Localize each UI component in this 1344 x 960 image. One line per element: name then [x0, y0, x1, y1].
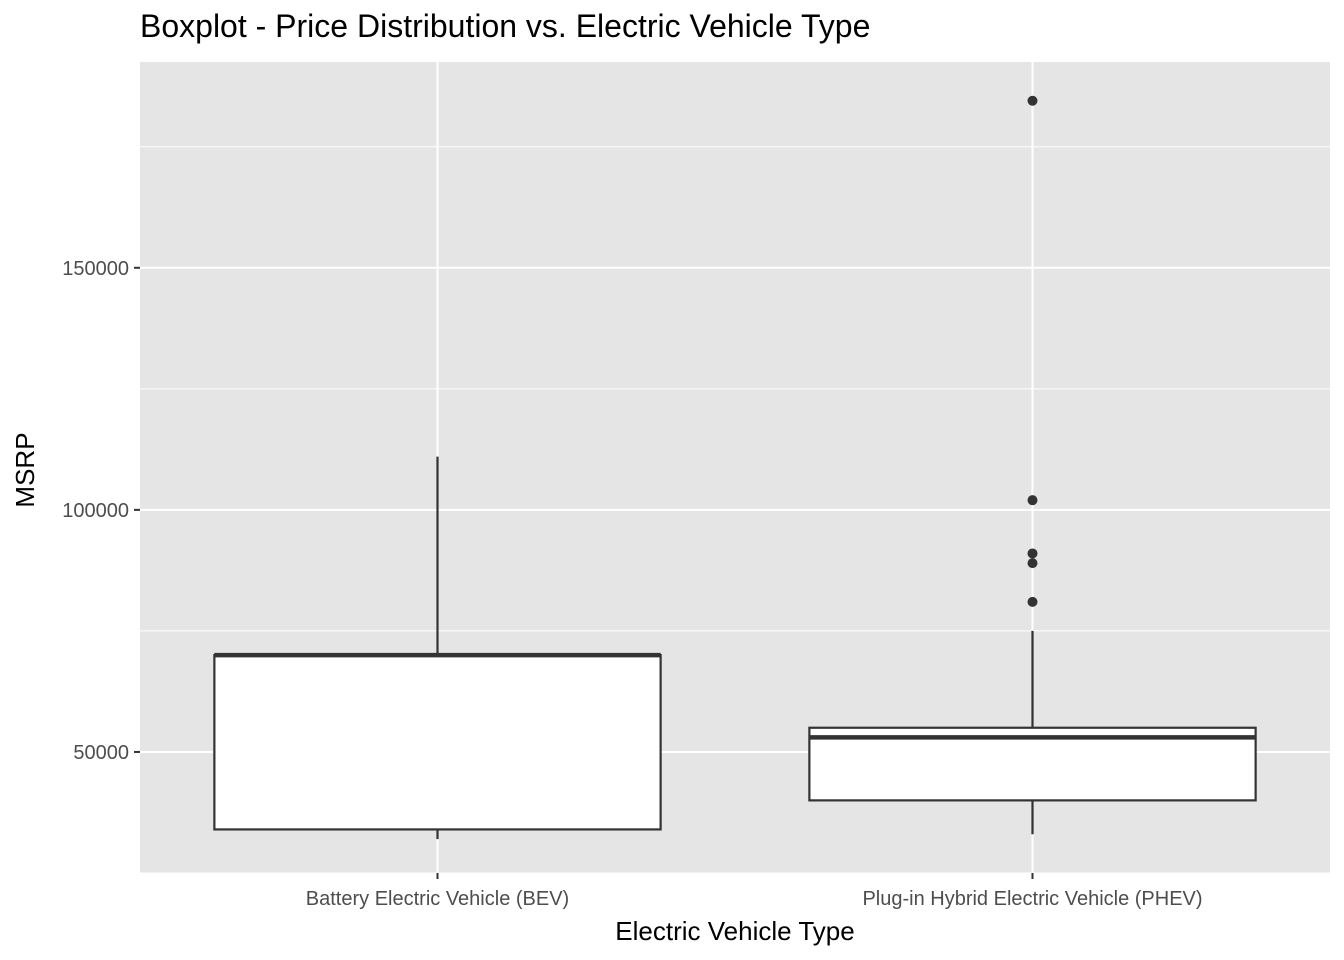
- y-tick-label: 50000: [73, 742, 129, 764]
- box-group: [213, 456, 662, 840]
- outlier-point: [1027, 548, 1038, 559]
- outlier-point: [1027, 95, 1038, 106]
- y-tick-label: 150000: [62, 258, 129, 280]
- grid-minor: [140, 146, 1330, 874]
- y-axis-title: MSRP: [10, 432, 40, 507]
- outlier-point: [1027, 558, 1038, 569]
- x-tick-label: Battery Electric Vehicle (BEV): [306, 888, 569, 910]
- box-iqr: [213, 654, 662, 831]
- x-axis: Battery Electric Vehicle (BEV) Plug-in Hy…: [306, 873, 1203, 910]
- boxes-layer: [213, 95, 1257, 840]
- x-tick-label: Plug-in Hybrid Electric Vehicle (PHEV): [862, 888, 1202, 910]
- x-axis-title: Electric Vehicle Type: [615, 916, 854, 946]
- chart-title: Boxplot - Price Distribution vs. Electri…: [140, 8, 871, 44]
- y-tick-label: 100000: [62, 500, 129, 522]
- outlier-point: [1027, 596, 1038, 607]
- y-axis: 50000 100000 150000: [62, 258, 140, 764]
- outlier-point: [1027, 495, 1038, 506]
- box-group: [808, 95, 1257, 835]
- box-iqr: [808, 726, 1257, 802]
